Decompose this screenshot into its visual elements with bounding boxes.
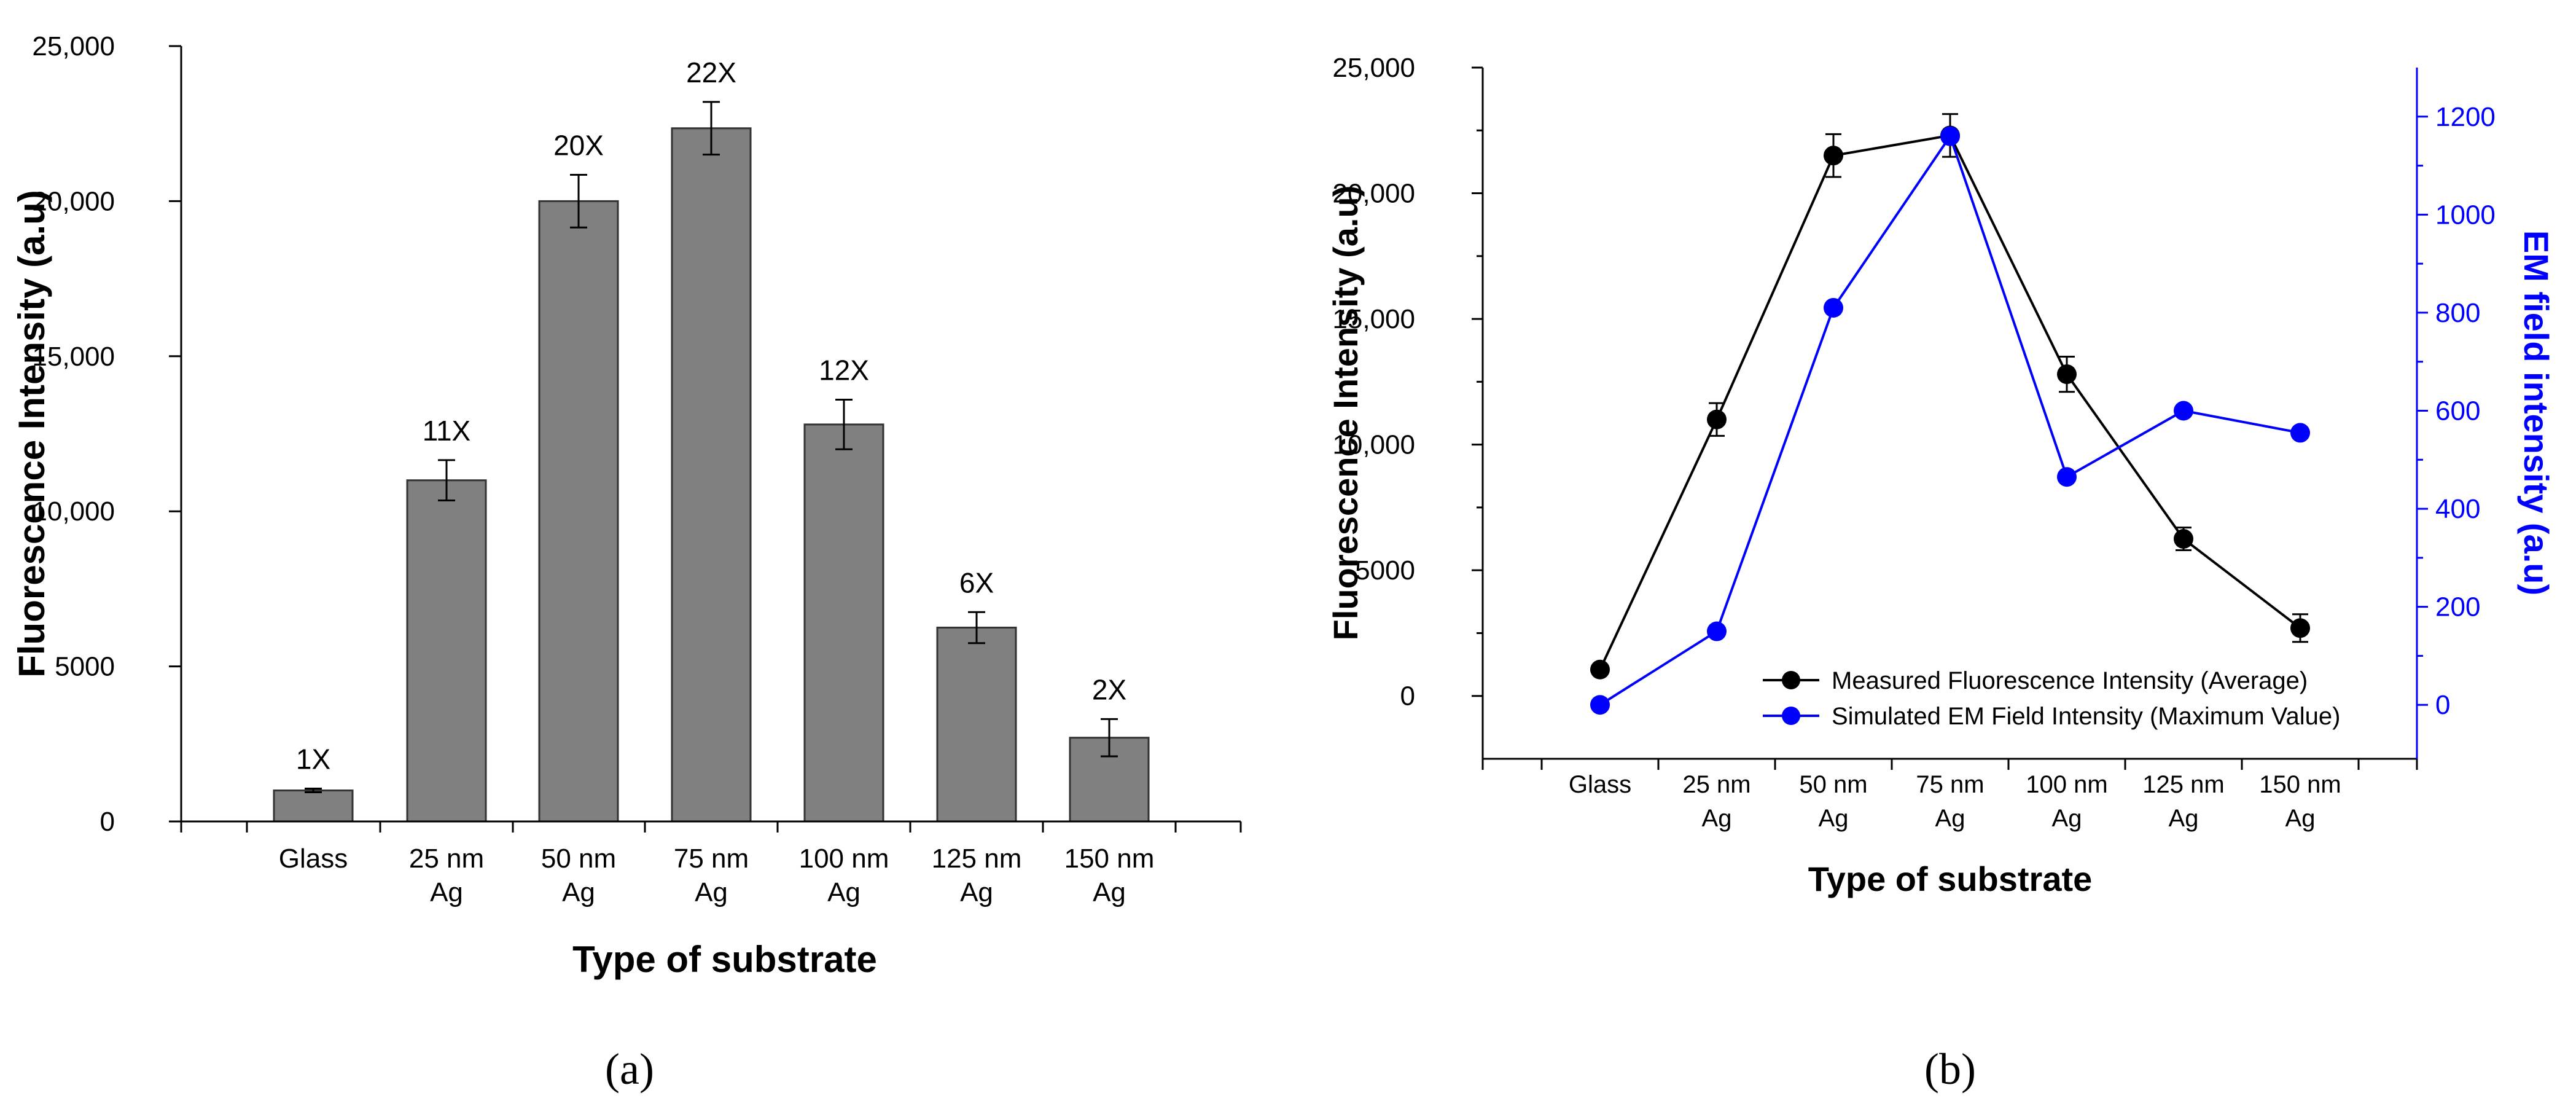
bar-25-nm-ag <box>406 479 487 823</box>
point-simulated-150-nm-ag <box>2290 423 2310 443</box>
b-right-ytick-label: 200 <box>2435 592 2480 622</box>
a-ytick-label: 5000 <box>55 652 115 682</box>
b-xtick-label: Glass <box>1569 771 1631 798</box>
point-simulated-50-nm-ag <box>1824 297 1843 318</box>
b-right-ytick-label: 1000 <box>2435 200 2496 230</box>
a-xtick-label: 150 nm Ag <box>1064 844 1155 907</box>
a-bar-data-label: 12X <box>819 354 869 386</box>
point-simulated-100-nm-ag <box>2057 467 2077 487</box>
bar-100-nm-ag <box>803 423 884 823</box>
b-right-ytick-label: 400 <box>2435 494 2480 524</box>
a-bar-data-label: 11X <box>423 415 470 447</box>
series-line-measured-fluorescence-intensity-average <box>1599 134 2301 670</box>
point-measured-125-nm-ag <box>2174 529 2193 549</box>
a-ytick-label: 25,000 <box>32 31 115 61</box>
a-y-axis-title: Fluorescence Intensity (a.u) <box>11 190 52 678</box>
legend-label-measured: Measured Fluorescence Intensity (Average… <box>1832 667 2308 694</box>
a-xtick-label: 125 nm Ag <box>932 844 1022 907</box>
a-panel-label: (a) <box>605 1044 654 1094</box>
b-right-ytick-label: 800 <box>2435 298 2480 328</box>
a-ytick-label: 20,000 <box>32 186 115 216</box>
a-x-axis-ticks: Glass 25 nm Ag 50 nm Ag 75 nm Ag 100 nm Ag 125 nm… <box>180 821 1242 907</box>
b-right-ytick-label: 600 <box>2435 396 2480 426</box>
point-measured-150-nm-ag <box>2290 618 2310 638</box>
bar-glass <box>273 790 354 823</box>
point-measured-50-nm-ag <box>1824 146 1843 166</box>
a-xtick-label: Glass <box>279 844 348 874</box>
a-bars: 1X 11X 20X 22X 12X 6X 2X <box>273 57 1150 823</box>
point-simulated-125-nm-ag <box>2174 401 2193 421</box>
b-left-ytick-label: 0 <box>1400 681 1415 711</box>
b-xtick-label: 75 nm Ag <box>1916 771 1984 832</box>
a-ytick-label: 10,000 <box>32 496 115 527</box>
b-left-ytick-label: 10,000 <box>1332 430 1415 460</box>
a-xtick-label: 50 nm Ag <box>541 844 616 907</box>
b-xtick-label: 100 nm Ag <box>2026 771 2107 832</box>
a-xtick-label: 100 nm Ag <box>799 844 889 907</box>
a-bar-data-label: 2X <box>1092 673 1126 705</box>
b-right-y-axis-title: EM field intensity (a.u) <box>2517 230 2556 595</box>
a-bar-data-label: 6X <box>959 566 994 598</box>
b-xtick-label: 125 nm Ag <box>2142 771 2224 832</box>
panel-a-bar-chart: 0 5000 10,000 15,000 20,000 25,000 1X 11X 20X 22… <box>11 31 1242 1094</box>
a-xtick-label: 75 nm Ag <box>674 844 749 907</box>
b-left-ytick-label: 25,000 <box>1332 53 1415 83</box>
a-xtick-label: 25 nm Ag <box>409 844 484 907</box>
point-measured-100-nm-ag <box>2057 364 2077 385</box>
point-measured-glass <box>1590 659 1610 680</box>
a-bar-data-label: 1X <box>296 743 330 775</box>
a-ytick-label: 15,000 <box>32 342 115 372</box>
bar-125-nm-ag <box>936 627 1017 823</box>
b-left-ytick-label: 20,000 <box>1332 179 1415 209</box>
panel-b-line-chart: 0 5000 10,000 15,000 20,000 25,000 0 200 400 600 8… <box>1326 53 2556 1094</box>
bar-75-nm-ag <box>671 127 752 823</box>
b-axis-ticks: 0 5000 10,000 15,000 20,000 25,000 0 200 400 600 8… <box>1332 53 2495 832</box>
point-simulated-glass <box>1590 695 1610 715</box>
series-line-simulated-em-field-intensity-maximum-value <box>1599 133 2301 706</box>
point-simulated-25-nm-ag <box>1707 621 1727 641</box>
b-right-ytick-label: 0 <box>2435 690 2450 720</box>
b-panel-label: (b) <box>1924 1044 1976 1094</box>
b-left-y-axis-title: Fluorescence Intensity (a.u) <box>1326 186 1365 641</box>
a-ytick-label: 0 <box>100 807 115 837</box>
b-right-ytick-label: 1200 <box>2435 102 2496 132</box>
a-x-axis-title: Type of substrate <box>572 939 877 980</box>
bar-150-nm-ag <box>1069 737 1150 823</box>
point-measured-25-nm-ag <box>1707 409 1727 429</box>
b-xtick-label: 150 nm Ag <box>2259 771 2341 832</box>
legend-marker-measured <box>1782 671 1800 689</box>
b-xtick-label: 25 nm Ag <box>1682 771 1751 832</box>
bar-50-nm-ag <box>538 200 619 823</box>
a-bar-data-label: 22X <box>686 57 736 88</box>
b-legend: Measured Fluorescence Intensity (Average… <box>1763 667 2340 730</box>
b-left-ytick-label: 15,000 <box>1332 304 1415 334</box>
a-bar-data-label: 20X <box>553 129 604 161</box>
a-y-axis-ticks: 0 5000 10,000 15,000 20,000 25,000 <box>32 31 181 837</box>
b-xtick-label: 50 nm Ag <box>1799 771 1867 832</box>
b-x-axis-title: Type of substrate <box>1808 860 2093 898</box>
b-series <box>1590 113 2310 715</box>
legend-label-simulated: Simulated EM Field Intensity (Maximum Va… <box>1832 703 2340 730</box>
point-simulated-75-nm-ag <box>1940 126 1960 146</box>
legend-marker-simulated <box>1782 707 1800 725</box>
b-left-ytick-label: 5000 <box>1355 555 1415 586</box>
